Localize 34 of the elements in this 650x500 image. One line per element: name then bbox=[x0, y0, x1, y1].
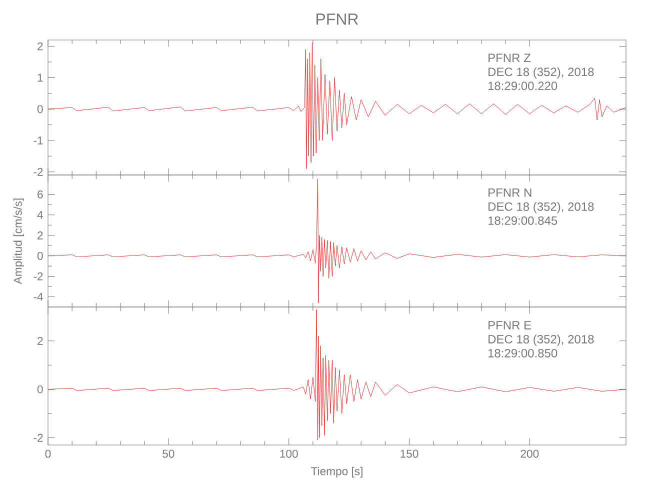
x-tick-label: 150 bbox=[400, 450, 418, 458]
y-tick-label: 0 bbox=[37, 385, 43, 394]
x-tick-label: 50 bbox=[162, 450, 174, 458]
annotation: DEC 18 (352), 2018 bbox=[488, 67, 594, 79]
y-tick-label: -2 bbox=[34, 272, 43, 280]
chart-title: PFNR bbox=[316, 14, 358, 25]
annotation: DEC 18 (352), 2018 bbox=[488, 334, 594, 346]
y-tick-label: 1 bbox=[38, 74, 43, 82]
line-series bbox=[48, 42, 626, 169]
x-axis-title: Tiempo [s] bbox=[311, 466, 362, 478]
x-tick-label: 100 bbox=[280, 450, 298, 458]
annotation: PFNR N bbox=[488, 188, 532, 197]
y-tick-label: -2 bbox=[34, 434, 43, 442]
y-tick-label: -1 bbox=[34, 136, 43, 144]
annotation: PFNR E bbox=[488, 321, 532, 330]
y-tick-label: 0 bbox=[37, 252, 43, 260]
annotation: 18:29:00.845 bbox=[488, 216, 558, 225]
annotation: PFNR Z bbox=[488, 54, 530, 62]
y-tick-label: -4 bbox=[34, 292, 43, 301]
x-tick-label: 0 bbox=[45, 450, 51, 458]
y-tick-label: 4 bbox=[37, 211, 43, 219]
annotation: 18:29:00.220 bbox=[488, 82, 558, 90]
y-tick-label: 0 bbox=[37, 105, 43, 114]
y-tick-label: 2 bbox=[38, 336, 43, 345]
line-series bbox=[48, 309, 626, 440]
annotation: 18:29:00.850 bbox=[488, 348, 558, 358]
y-tick-label: -2 bbox=[34, 168, 43, 176]
x-tick-label: 200 bbox=[520, 450, 539, 458]
y-tick-label: 2 bbox=[38, 42, 43, 50]
y-tick-label: 6 bbox=[38, 190, 43, 198]
line-series bbox=[48, 178, 626, 304]
annotation: DEC 18 (352), 2018 bbox=[488, 202, 594, 214]
y-axis-title: Amplitud [cm/s/s] bbox=[13, 198, 24, 284]
y-tick-label: 2 bbox=[38, 231, 43, 240]
